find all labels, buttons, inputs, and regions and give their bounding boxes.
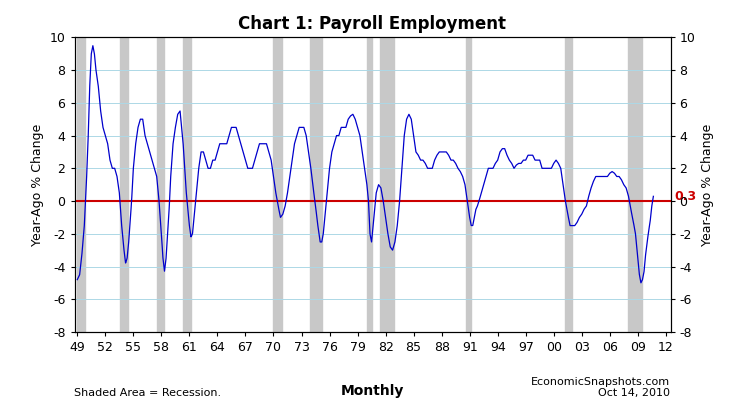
Title: Chart 1: Payroll Employment: Chart 1: Payroll Employment xyxy=(238,15,507,33)
Bar xyxy=(183,37,191,332)
Bar xyxy=(466,37,472,332)
Bar xyxy=(77,37,85,332)
Text: Shaded Area = Recession.: Shaded Area = Recession. xyxy=(74,388,221,398)
Bar xyxy=(120,37,128,332)
Bar xyxy=(310,37,322,332)
Text: EconomicSnapshots.com
Oct 14, 2010: EconomicSnapshots.com Oct 14, 2010 xyxy=(531,377,670,398)
Bar xyxy=(628,37,642,332)
Bar xyxy=(273,37,282,332)
Bar xyxy=(157,37,165,332)
Text: Monthly: Monthly xyxy=(340,384,405,398)
Bar xyxy=(565,37,571,332)
Bar xyxy=(367,37,372,332)
Y-axis label: Year-Ago % Change: Year-Ago % Change xyxy=(31,124,44,246)
Text: 0.3: 0.3 xyxy=(675,190,697,203)
Y-axis label: Year-Ago % Change: Year-Ago % Change xyxy=(701,124,714,246)
Bar xyxy=(380,37,394,332)
